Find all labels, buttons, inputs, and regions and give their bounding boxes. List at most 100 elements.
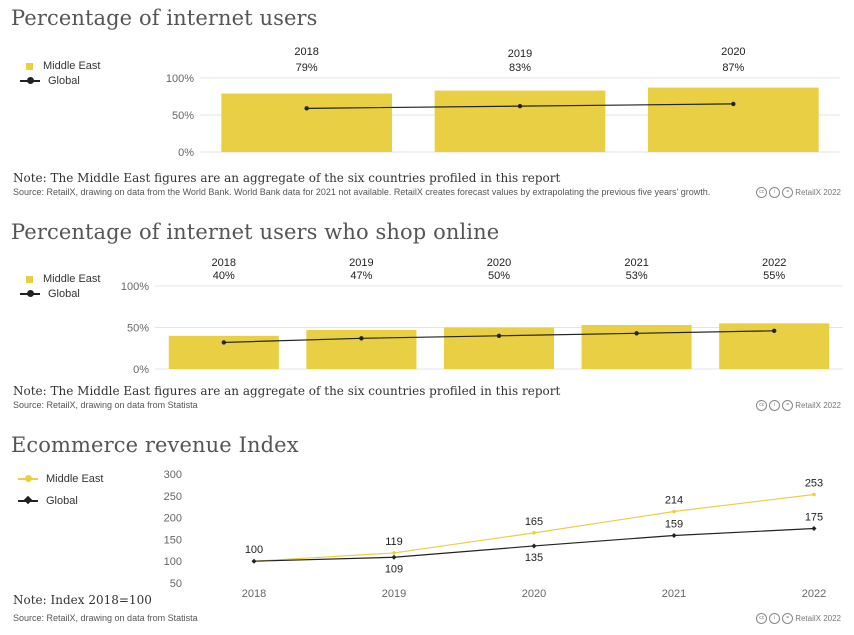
chart3-credit: cc i = RetailX 2022 bbox=[756, 613, 841, 624]
bar-value-label: 40% bbox=[213, 270, 235, 282]
by-license-icon: i bbox=[769, 400, 781, 411]
chart1-svg: 0% 50% 100% 2018 79% 2019 83% 2020 87% bbox=[166, 46, 840, 159]
global-point bbox=[731, 101, 736, 107]
middle-east-point bbox=[672, 509, 676, 514]
value-label: 109 bbox=[385, 563, 403, 575]
chart2-legend-middle-east[interactable]: Middle East bbox=[20, 273, 100, 285]
value-label: 175 bbox=[805, 512, 823, 524]
middle-east-swatch-icon bbox=[26, 275, 33, 283]
chart2-svg: 0%50%100%201840%201947%202050%202153%202… bbox=[121, 257, 843, 376]
chart1-legend-middle-east[interactable]: Middle East bbox=[20, 60, 100, 72]
legend-label: Global bbox=[46, 495, 78, 507]
middle-east-point bbox=[812, 492, 816, 497]
global-point bbox=[221, 340, 226, 345]
global-point bbox=[811, 526, 817, 531]
y-tick-label: 100 bbox=[164, 556, 182, 568]
category-label: 2022 bbox=[762, 257, 786, 269]
cc-license-icon: cc bbox=[756, 187, 768, 198]
category-label: 2019 bbox=[349, 257, 373, 269]
global-point bbox=[251, 558, 257, 564]
middle-east-point bbox=[392, 551, 396, 555]
by-license-icon: i bbox=[769, 613, 781, 624]
chart3-title: Ecommerce revenue Index bbox=[11, 433, 299, 457]
middle-east-swatch-icon bbox=[18, 476, 38, 482]
x-tick-label: 2020 bbox=[522, 588, 546, 600]
chart2-title: Percentage of internet users who shop on… bbox=[11, 220, 500, 244]
chart1-legend-global[interactable]: Global bbox=[20, 75, 80, 87]
middle-east-point bbox=[532, 531, 536, 535]
x-tick-label: 2021 bbox=[662, 588, 686, 600]
global-point bbox=[391, 554, 397, 560]
global-point bbox=[634, 331, 639, 336]
by-license-icon: i bbox=[769, 187, 781, 198]
global-point bbox=[304, 106, 309, 111]
x-tick-label: 2022 bbox=[802, 588, 826, 600]
chart2-note: Note: The Middle East figures are an agg… bbox=[13, 384, 561, 398]
cc-license-icon: cc bbox=[756, 400, 768, 411]
y-tick-label: 100% bbox=[121, 281, 149, 293]
y-tick-label: 150 bbox=[164, 534, 182, 546]
legend-label: Middle East bbox=[43, 60, 101, 72]
legend-label: Middle East bbox=[43, 273, 101, 285]
bar-value-label: 79% bbox=[296, 62, 318, 74]
credit-label: RetailX 2022 bbox=[795, 188, 841, 197]
value-label: 119 bbox=[385, 536, 403, 548]
y-tick-label: 100% bbox=[166, 73, 194, 85]
nd-license-icon: = bbox=[782, 400, 794, 411]
x-tick-label: 2018 bbox=[242, 588, 266, 600]
chart1-title: Percentage of internet users bbox=[11, 6, 318, 30]
bar-middle-east bbox=[221, 93, 392, 152]
category-label: 2021 bbox=[624, 257, 648, 269]
y-tick-label: 50% bbox=[127, 323, 149, 335]
bar-value-label: 87% bbox=[722, 62, 744, 74]
bar-middle-east bbox=[434, 90, 606, 152]
y-tick-label: 250 bbox=[164, 491, 182, 503]
bar-value-label: 47% bbox=[350, 270, 372, 282]
category-label: 2018 bbox=[212, 257, 236, 269]
nd-license-icon: = bbox=[782, 187, 794, 198]
chart3-legend-global[interactable]: Global bbox=[18, 495, 78, 507]
value-label: 253 bbox=[805, 477, 823, 489]
legend-label: Global bbox=[48, 288, 80, 300]
bar-value-label: 50% bbox=[488, 270, 510, 282]
chart1-credit: cc i = RetailX 2022 bbox=[756, 187, 841, 198]
x-tick-label: 2019 bbox=[382, 588, 406, 600]
value-label: 135 bbox=[525, 552, 543, 564]
value-label: 165 bbox=[525, 516, 543, 528]
global-point bbox=[517, 103, 523, 109]
global-point bbox=[496, 333, 502, 338]
bar-value-label: 83% bbox=[509, 62, 531, 74]
global-swatch-icon bbox=[20, 78, 40, 84]
category-label: 2020 bbox=[721, 46, 745, 58]
chart3-note: Note: Index 2018=100 bbox=[13, 593, 152, 607]
category-label: 2018 bbox=[294, 46, 318, 58]
cc-license-icon: cc bbox=[756, 613, 768, 624]
y-tick-label: 50 bbox=[170, 578, 182, 590]
chart2-source: Source: RetailX, drawing on data from St… bbox=[13, 400, 198, 410]
chart3-svg: 50 100 150 200 250 300 2018 2019 2020 2021 2022 100… bbox=[164, 469, 827, 600]
y-tick-label: 200 bbox=[164, 513, 182, 525]
bar-value-label: 53% bbox=[626, 270, 648, 282]
y-tick-label: 50% bbox=[172, 110, 194, 122]
chart3-legend-middle-east[interactable]: Middle East bbox=[18, 473, 103, 485]
chart3-source: Source: RetailX, drawing on data from St… bbox=[13, 613, 198, 623]
y-tick-label: 300 bbox=[164, 469, 182, 481]
global-point bbox=[772, 328, 777, 334]
global-point bbox=[531, 543, 537, 549]
global-swatch-icon bbox=[20, 291, 40, 297]
global-point bbox=[671, 532, 677, 538]
chart2-credit: cc i = RetailX 2022 bbox=[756, 400, 841, 411]
chart1-source: Source: RetailX, drawing on data from th… bbox=[13, 187, 711, 197]
global-point bbox=[359, 336, 364, 341]
bar-middle-east bbox=[648, 87, 819, 152]
y-tick-label: 0% bbox=[178, 147, 194, 159]
nd-license-icon: = bbox=[782, 613, 794, 624]
value-label: 159 bbox=[665, 518, 683, 530]
y-tick-label: 0% bbox=[133, 364, 149, 376]
category-label: 2020 bbox=[487, 257, 511, 269]
value-label: 214 bbox=[665, 494, 683, 506]
middle-east-swatch-icon bbox=[26, 62, 33, 70]
credit-label: RetailX 2022 bbox=[795, 614, 841, 623]
category-label: 2019 bbox=[508, 48, 532, 60]
chart2-legend-global[interactable]: Global bbox=[20, 288, 80, 300]
